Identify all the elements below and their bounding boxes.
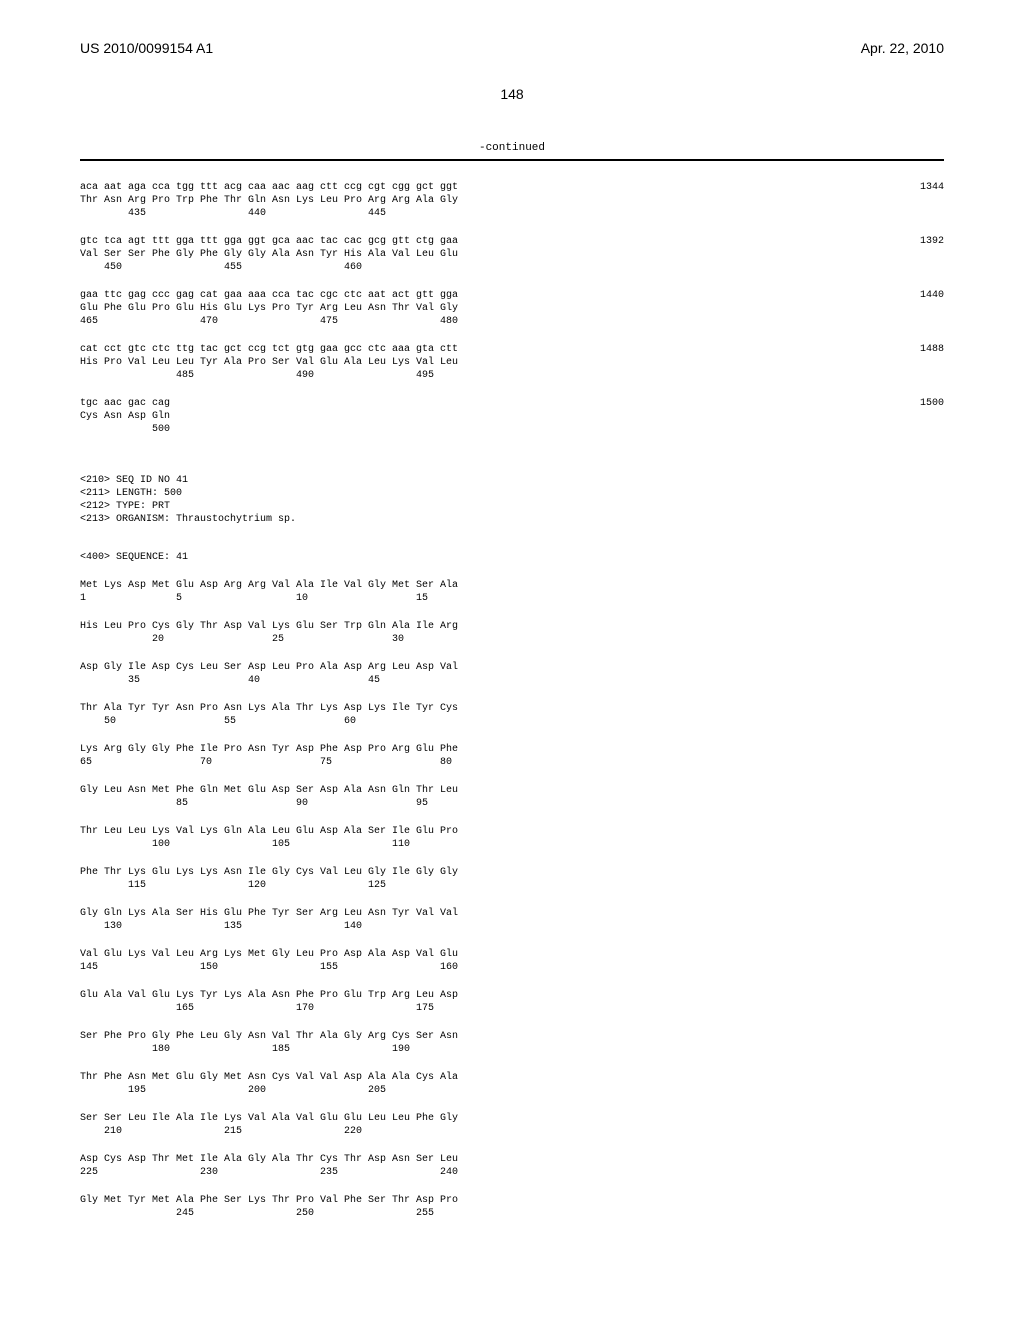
sequence-listing: aca aat aga cca tgg ttt acg caa aac aag … [80,181,944,1220]
nucleotide-line: cat cct gtc ctc ttg tac gct ccg tct gtg … [80,343,884,356]
position-line: 20 25 30 [80,633,944,646]
position-line: 225 230 235 240 [80,1166,944,1179]
protein-line: Gly Leu Asn Met Phe Gln Met Glu Asp Ser … [80,784,944,797]
protein-entry: Lys Arg Gly Gly Phe Ile Pro Asn Tyr Asp … [80,743,944,769]
sequence-entry: cat cct gtc ctc ttg tac gct ccg tct gtg … [80,343,944,382]
protein-entry: Ser Ser Leu Ile Ala Ile Lys Val Ala Val … [80,1112,944,1138]
protein-line: Asp Gly Ile Asp Cys Leu Ser Asp Leu Pro … [80,661,944,674]
end-position: 1344 [884,181,944,194]
position-line: 130 135 140 [80,920,944,933]
position-line: 435 440 445 [80,207,944,220]
page-number: 148 [80,86,944,102]
position-line: 145 150 155 160 [80,961,944,974]
position-line: 245 250 255 [80,1207,944,1220]
seq-length-line: <211> LENGTH: 500 [80,487,944,500]
protein-entry: Asp Cys Asp Thr Met Ile Ala Gly Ala Thr … [80,1153,944,1179]
protein-line: Gly Gln Lys Ala Ser His Glu Phe Tyr Ser … [80,907,944,920]
sequence-entry: aca aat aga cca tgg ttt acg caa aac aag … [80,181,944,220]
end-position: 1440 [884,289,944,302]
nucleotide-line: gtc tca agt ttt gga ttt gga ggt gca aac … [80,235,884,248]
position-line: 65 70 75 80 [80,756,944,769]
seq-sequence-label: <400> SEQUENCE: 41 [80,551,944,564]
protein-entry: Asp Gly Ile Asp Cys Leu Ser Asp Leu Pro … [80,661,944,687]
seq-header-block: <210> SEQ ID NO 41<211> LENGTH: 500<212>… [80,461,944,564]
protein-entry: Thr Leu Leu Lys Val Lys Gln Ala Leu Glu … [80,825,944,851]
position-line: 50 55 60 [80,715,944,728]
protein-line: Gly Met Tyr Met Ala Phe Ser Lys Thr Pro … [80,1194,944,1207]
protein-line: Ser Ser Leu Ile Ala Ile Lys Val Ala Val … [80,1112,944,1125]
protein-entry: Met Lys Asp Met Glu Asp Arg Arg Val Ala … [80,579,944,605]
position-line: 465 470 475 480 [80,315,944,328]
sequence-entry: tgc aac gac cag1500Cys Asn Asp Gln 500 [80,397,944,436]
nucleotide-line: aca aat aga cca tgg ttt acg caa aac aag … [80,181,884,194]
sequence-entry: gaa ttc gag ccc gag cat gaa aaa cca tac … [80,289,944,328]
position-line: 500 [80,423,944,436]
protein-line: Thr Phe Asn Met Glu Gly Met Asn Cys Val … [80,1071,944,1084]
protein-line: His Leu Pro Cys Gly Thr Asp Val Lys Glu … [80,620,944,633]
protein-line: Met Lys Asp Met Glu Asp Arg Arg Val Ala … [80,579,944,592]
protein-line: Cys Asn Asp Gln [80,410,944,423]
end-position: 1392 [884,235,944,248]
protein-line: Ser Phe Pro Gly Phe Leu Gly Asn Val Thr … [80,1030,944,1043]
page-header: US 2010/0099154 A1 Apr. 22, 2010 [80,40,944,56]
seq-id-line: <210> SEQ ID NO 41 [80,474,944,487]
nucleotide-line: tgc aac gac cag [80,397,884,410]
position-line: 100 105 110 [80,838,944,851]
position-line: 85 90 95 [80,797,944,810]
protein-line: Phe Thr Lys Glu Lys Lys Asn Ile Gly Cys … [80,866,944,879]
protein-entry: Phe Thr Lys Glu Lys Lys Asn Ile Gly Cys … [80,866,944,892]
protein-entry: Val Glu Lys Val Leu Arg Lys Met Gly Leu … [80,948,944,974]
seq-organism-line: <213> ORGANISM: Thraustochytrium sp. [80,513,944,526]
end-position: 1500 [884,397,944,410]
protein-entry: Gly Met Tyr Met Ala Phe Ser Lys Thr Pro … [80,1194,944,1220]
protein-entry: Gly Leu Asn Met Phe Gln Met Glu Asp Ser … [80,784,944,810]
position-line: 485 490 495 [80,369,944,382]
publication-date: Apr. 22, 2010 [861,40,944,56]
seq-type-line: <212> TYPE: PRT [80,500,944,513]
protein-line: Val Glu Lys Val Leu Arg Lys Met Gly Leu … [80,948,944,961]
position-line: 35 40 45 [80,674,944,687]
section-divider [80,159,944,161]
protein-line: Thr Ala Tyr Tyr Asn Pro Asn Lys Ala Thr … [80,702,944,715]
position-line: 210 215 220 [80,1125,944,1138]
position-line: 180 185 190 [80,1043,944,1056]
sequence-entry: gtc tca agt ttt gga ttt gga ggt gca aac … [80,235,944,274]
position-line: 1 5 10 15 [80,592,944,605]
protein-line: Glu Phe Glu Pro Glu His Glu Lys Pro Tyr … [80,302,944,315]
position-line: 165 170 175 [80,1002,944,1015]
protein-entry: Glu Ala Val Glu Lys Tyr Lys Ala Asn Phe … [80,989,944,1015]
position-line: 450 455 460 [80,261,944,274]
protein-line: Lys Arg Gly Gly Phe Ile Pro Asn Tyr Asp … [80,743,944,756]
end-position: 1488 [884,343,944,356]
protein-line: Thr Asn Arg Pro Trp Phe Thr Gln Asn Lys … [80,194,944,207]
protein-line: His Pro Val Leu Leu Tyr Ala Pro Ser Val … [80,356,944,369]
continued-label: -continued [80,142,944,154]
nucleotide-line: gaa ttc gag ccc gag cat gaa aaa cca tac … [80,289,884,302]
protein-entry: His Leu Pro Cys Gly Thr Asp Val Lys Glu … [80,620,944,646]
protein-line: Val Ser Ser Phe Gly Phe Gly Gly Ala Asn … [80,248,944,261]
protein-line: Glu Ala Val Glu Lys Tyr Lys Ala Asn Phe … [80,989,944,1002]
protein-entry: Thr Ala Tyr Tyr Asn Pro Asn Lys Ala Thr … [80,702,944,728]
position-line: 115 120 125 [80,879,944,892]
protein-entry: Gly Gln Lys Ala Ser His Glu Phe Tyr Ser … [80,907,944,933]
protein-line: Asp Cys Asp Thr Met Ile Ala Gly Ala Thr … [80,1153,944,1166]
protein-line: Thr Leu Leu Lys Val Lys Gln Ala Leu Glu … [80,825,944,838]
protein-entry: Ser Phe Pro Gly Phe Leu Gly Asn Val Thr … [80,1030,944,1056]
protein-entry: Thr Phe Asn Met Glu Gly Met Asn Cys Val … [80,1071,944,1097]
publication-number: US 2010/0099154 A1 [80,40,213,56]
position-line: 195 200 205 [80,1084,944,1097]
